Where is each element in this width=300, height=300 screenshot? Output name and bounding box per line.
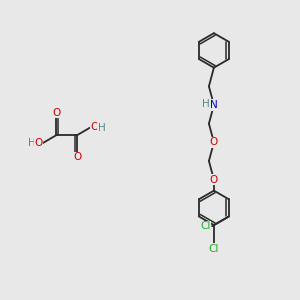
- Text: Cl: Cl: [209, 244, 219, 254]
- Text: O: O: [91, 122, 99, 132]
- Text: H: H: [28, 138, 36, 148]
- Text: O: O: [52, 108, 61, 118]
- Text: N: N: [210, 100, 218, 110]
- Text: O: O: [73, 152, 81, 162]
- Text: H: H: [202, 99, 210, 109]
- Text: O: O: [210, 137, 218, 147]
- Text: H: H: [98, 123, 105, 133]
- Text: Cl: Cl: [200, 221, 211, 231]
- Text: O: O: [35, 139, 43, 148]
- Text: O: O: [210, 175, 218, 184]
